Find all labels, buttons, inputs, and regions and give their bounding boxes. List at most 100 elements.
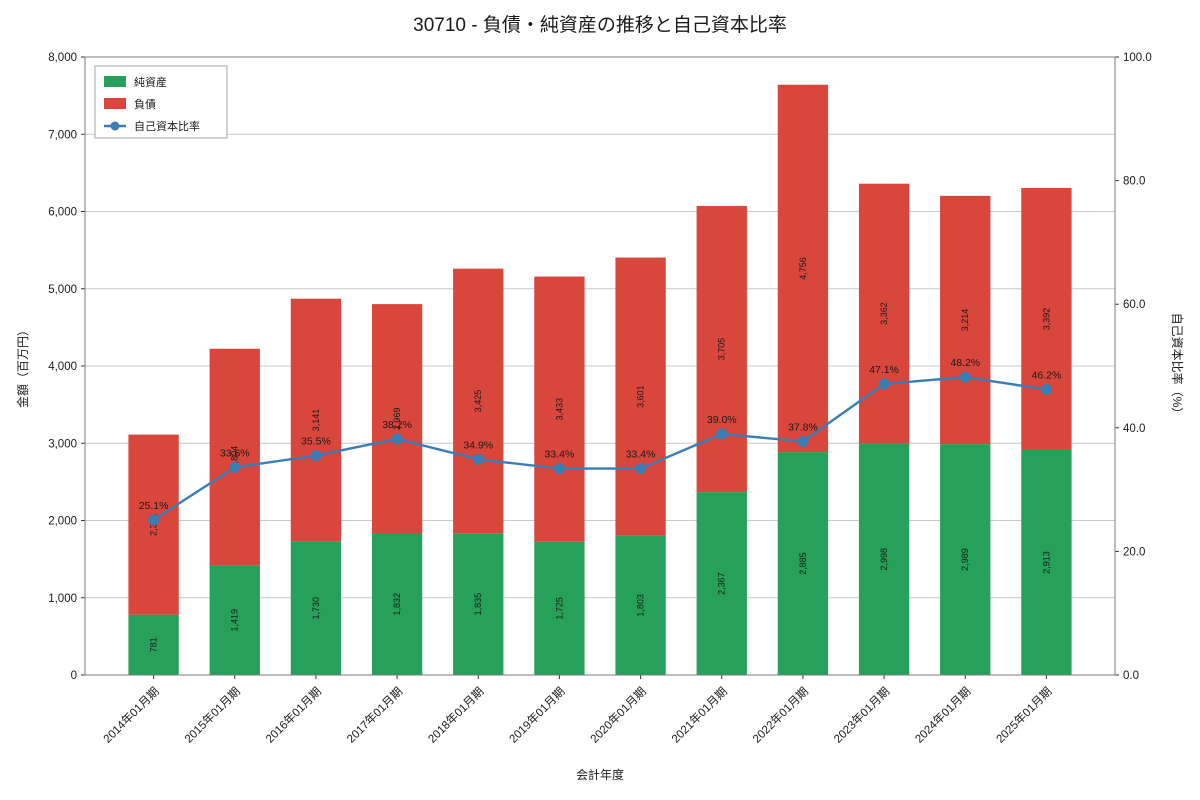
bar-net-assets [534,541,585,675]
left-axis-tick-label: 1,000 [48,593,77,605]
right-axis-tick-label: 80.0 [1123,176,1145,188]
legend-swatch-net-assets [104,76,126,87]
bar-net-assets [453,533,504,675]
bar-label-net-assets: 1,730 [311,597,321,620]
bar-label-net-assets: 1,832 [392,593,402,616]
left-axis-tick-label: 6,000 [48,207,77,219]
equity-ratio-value-label: 34.9% [463,439,493,451]
chart-title: 30710 - 負債・純資産の推移と自己資本比率 [413,14,787,36]
bar-label-net-assets: 2,989 [960,548,970,571]
legend: 純資産 負債 自己資本比率 [94,65,228,139]
x-axis-tick-label: 2014年01月期 [100,684,161,745]
x-axis-tick-label: 2023年01月期 [831,684,892,745]
equity-ratio-line-layer: 25.1% 33.6% 35.5% 38.2% 34.9% 33.4% 33.4% 39.0%… [139,357,1062,526]
x-axis-tick-label: 2022年01月期 [750,684,811,745]
bar-label-net-assets: 2,913 [1041,551,1051,574]
legend-swatch-liabilities [104,98,126,109]
bar-liabilities [777,84,829,453]
equity-ratio-value-label: 25.1% [139,500,169,512]
equity-ratio-marker [229,461,241,473]
bar-liabilities [1021,187,1072,450]
equity-ratio-marker [391,433,403,445]
legend-label-liabilities: 負債 [134,97,156,111]
bar-label-net-assets: 1,419 [230,609,240,632]
bar-net-assets [290,541,342,675]
bar-liabilities [534,276,585,542]
equity-ratio-marker [959,371,971,383]
x-axis-tick-label: 2015年01月期 [181,684,242,745]
x-axis-tick-label: 2024年01月期 [912,684,973,745]
left-axis-tick-label: 0 [71,670,77,682]
bar-label-net-assets: 2,998 [879,548,889,571]
bar-net-assets [209,565,260,675]
equity-ratio-marker [472,453,484,465]
left-axis-tick-label: 3,000 [48,438,77,450]
bar-net-assets [1021,449,1072,675]
x-axis-tick-label: 2020年01月期 [587,684,648,745]
bar-label-net-assets: 781 [149,637,159,652]
bars-layer: 7812,3311,4192,8041,7303,1411,8322,9691,… [128,84,1072,675]
equity-ratio-value-label: 37.8% [788,421,818,433]
equity-ratio-value-label: 35.5% [301,436,331,448]
equity-ratio-marker [878,378,890,390]
equity-ratio-marker [635,463,647,475]
bar-net-assets [940,444,991,675]
left-axis-tick-label: 7,000 [48,129,77,141]
equity-ratio-value-label: 33.4% [545,449,575,461]
bar-label-net-assets: 2,367 [717,572,727,595]
legend-label-net-assets: 純資産 [134,76,167,89]
x-axis-tick-label: 2018年01月期 [425,684,486,745]
right-axis-tick-label: 40.0 [1123,423,1145,435]
bar-label-liabilities: 3,362 [879,302,889,325]
right-axis-tick-label: 0.0 [1123,670,1139,682]
bar-net-assets [371,533,423,675]
left-axis-tick-label: 5,000 [48,284,77,296]
equity-ratio-marker [310,450,322,462]
equity-ratio-value-label: 46.2% [1032,369,1062,381]
equity-ratio-value-label: 33.4% [626,449,656,461]
equity-ratio-value-label: 38.2% [382,419,412,431]
legend-marker-equity-ratio [110,121,120,131]
bar-liabilities [371,304,423,534]
equity-ratio-value-label: 39.0% [707,414,737,426]
bar-liabilities [615,257,666,536]
bar-label-net-assets: 1,725 [554,597,564,620]
right-axis-tick-label: 60.0 [1123,299,1145,311]
bar-net-assets [128,614,179,675]
x-axis-title: 会計年度 [576,767,624,782]
bar-label-liabilities: 3,601 [636,385,646,408]
legend-label-equity-ratio: 自己資本比率 [134,119,200,133]
right-axis-tick-label: 100.0 [1123,52,1152,64]
equity-ratio-marker [797,435,809,447]
left-axis-tick-label: 2,000 [48,516,77,528]
plot-border [84,56,1116,676]
bar-label-liabilities: 3,141 [311,409,321,432]
x-axis-tick-label: 2025年01月期 [993,684,1054,745]
right-axis-tick-label: 20.0 [1123,546,1145,558]
equity-ratio-marker [553,463,565,475]
bar-label-liabilities: 3,392 [1041,308,1051,331]
x-axis-tick-label: 2017年01月期 [344,684,405,745]
equity-ratio-marker [716,428,728,440]
left-axis-tick-label: 8,000 [48,52,77,64]
equity-ratio-marker [1040,383,1052,395]
x-axis-tick-label: 2019年01月期 [506,684,567,745]
equity-ratio-marker [148,514,160,526]
equity-ratio-line [152,375,1047,521]
bar-label-liabilities: 3,705 [717,338,727,361]
bar-label-liabilities: 2,804 [230,446,240,469]
bar-label-liabilities: 3,433 [554,398,564,421]
bar-net-assets [696,492,747,675]
bar-liabilities [209,348,260,566]
right-axis-title: 自己資本比率（%） [1170,313,1185,420]
bar-liabilities [940,195,991,445]
bar-liabilities [290,298,342,542]
bar-label-liabilities: 3,425 [473,390,483,413]
bar-label-liabilities: 3,214 [960,309,970,332]
bar-label-liabilities: 4,756 [798,257,808,280]
bar-net-assets [615,535,666,675]
bar-label-net-assets: 2,885 [798,552,808,575]
equity-ratio-value-label: 33.6% [220,447,250,459]
